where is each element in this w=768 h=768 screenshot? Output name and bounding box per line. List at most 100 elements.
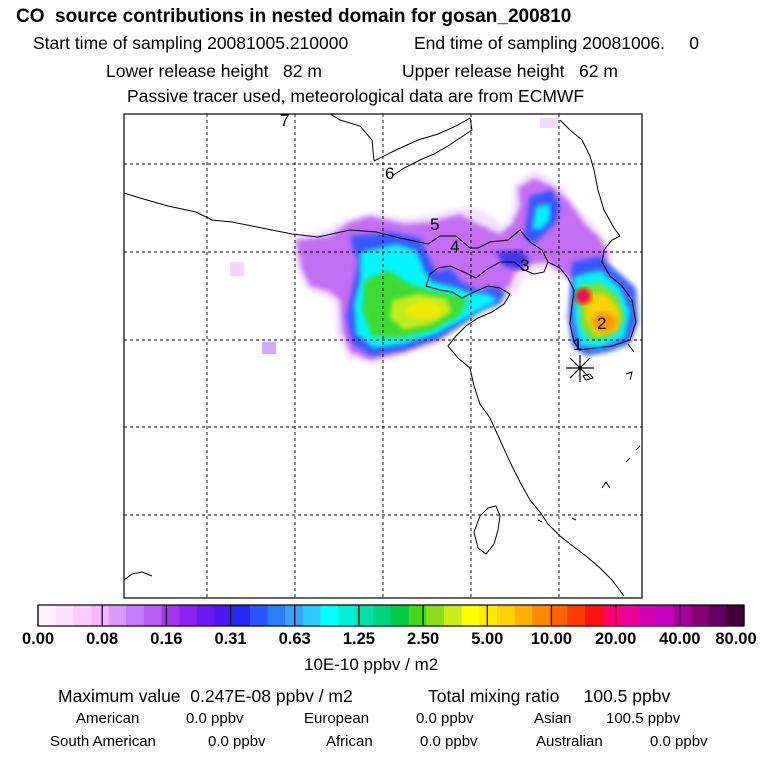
region-number-5: 5 — [430, 215, 439, 234]
colorbar-swatch — [338, 605, 357, 626]
colorbar-label: 5.00 — [471, 630, 504, 648]
colorbar-swatch — [673, 605, 692, 626]
region-number-4: 4 — [450, 237, 459, 256]
colorbar-swatch — [726, 605, 745, 626]
island — [625, 371, 633, 381]
sampling-end-time: End time of sampling 20081006. 0 — [414, 33, 700, 53]
coastline — [373, 117, 471, 162]
plot-title: CO source contributions in nested domain… — [16, 6, 572, 27]
sampling-start-time: Start time of sampling 20081005.210000 — [33, 33, 349, 53]
colorbar-frame — [37, 604, 745, 627]
region-name-australian: Australian — [536, 733, 603, 750]
colorbar-swatch — [408, 605, 427, 626]
colorbar-swatch — [73, 605, 92, 626]
lower-release-height: Lower release height 82 m — [106, 61, 322, 81]
colorbar-swatch — [196, 605, 215, 626]
island-jeju — [582, 373, 594, 381]
colorbar-swatch — [549, 605, 568, 626]
region-number-2: 2 — [597, 314, 606, 333]
colorbar-swatch — [391, 605, 410, 626]
plume-korea-orange — [592, 312, 616, 332]
region-value-australian: 0.0 ppbv — [650, 733, 708, 750]
colorbar-swatch — [90, 605, 110, 626]
colorbar-swatch — [38, 605, 57, 626]
region-value-american: 0.0 ppbv — [186, 710, 244, 727]
colorbar-label: 2.50 — [407, 630, 440, 648]
region-value-asian: 100.5 ppbv — [606, 710, 681, 727]
colorbar-swatch — [373, 605, 392, 626]
colorbar-swatch — [479, 605, 498, 626]
colorbar-label: 0.16 — [150, 630, 183, 648]
region-number-6: 6 — [385, 164, 394, 183]
colorbar-swatch — [214, 605, 233, 626]
colorbar-swatch — [302, 605, 321, 626]
colorbar-swatch — [655, 605, 674, 626]
region-value-south-american: 0.0 ppbv — [208, 733, 266, 750]
coastline — [124, 192, 549, 525]
island — [635, 445, 641, 451]
colorbar-swatch — [638, 605, 657, 626]
coastline — [559, 119, 621, 237]
colorbar-swatch — [567, 605, 586, 626]
colorbar-unit: 10E-10 ppbv / m2 — [304, 655, 439, 674]
lat-lon-grid — [124, 114, 642, 598]
colorbar-swatch — [585, 605, 604, 626]
colorbar — [37, 604, 745, 627]
region-number-7: 7 — [280, 111, 289, 130]
plume-core-yellow — [406, 301, 442, 319]
colorbar-label: 10.00 — [530, 630, 573, 648]
plume-patch — [262, 342, 276, 354]
island — [601, 481, 611, 489]
colorbar-swatch — [267, 605, 286, 626]
colorbar-label: 1.25 — [342, 630, 375, 648]
plume-ne2 — [496, 250, 530, 270]
region-name-european: European — [304, 710, 370, 727]
coastline — [547, 235, 637, 351]
island — [124, 571, 153, 581]
region-number-3: 3 — [520, 256, 529, 275]
region-number-1: 1 — [573, 335, 582, 354]
colorbar-label: 0.08 — [86, 630, 119, 648]
plume-ne-cyan — [532, 204, 550, 230]
colorbar-swatch — [179, 605, 198, 626]
region-name-american: American — [76, 710, 140, 727]
colorbar-swatch — [461, 605, 480, 626]
colorbar-label: 0.63 — [278, 630, 311, 648]
receptor-star-icon — [566, 355, 594, 382]
region-numbers: 1 2 3 4 5 6 7 — [280, 111, 606, 354]
colorbar-swatch — [691, 605, 710, 626]
coastline — [627, 343, 635, 353]
colorbar-swatch — [496, 605, 516, 626]
colorbar-swatch — [355, 605, 374, 626]
colorbar-swatch — [514, 605, 533, 626]
colorbar-label: 20.00 — [594, 630, 637, 648]
colorbar-label: 40.00 — [659, 630, 701, 648]
colorbar-label: 80.00 — [715, 630, 757, 648]
plume-field — [124, 114, 642, 598]
colorbar-swatch — [443, 605, 463, 626]
colorbar-swatch — [108, 605, 127, 626]
colorbar-swatch — [320, 605, 339, 626]
island — [625, 457, 631, 463]
colorbar-swatch — [708, 605, 727, 626]
coastline — [547, 523, 625, 597]
region-name-african: African — [326, 733, 373, 750]
region-name-asian: Asian — [534, 710, 572, 727]
island-taiwan — [473, 505, 501, 555]
island — [571, 517, 577, 521]
colorbar-label: 0.31 — [214, 630, 247, 648]
colorbar-swatch — [426, 605, 445, 626]
colorbar-swatch — [143, 605, 163, 626]
colorbar-swatch — [126, 605, 145, 626]
colorbar-swatch — [620, 605, 639, 626]
island — [537, 519, 543, 523]
colorbar-swatch — [55, 605, 74, 626]
coastline — [391, 117, 473, 177]
region-name-south-american: South American — [50, 733, 156, 750]
plume-patch — [230, 262, 244, 276]
colorbar-swatch — [249, 605, 268, 626]
plume-patch — [540, 118, 558, 128]
coastlines — [124, 114, 641, 597]
colorbar-label: 0.00 — [21, 630, 55, 648]
